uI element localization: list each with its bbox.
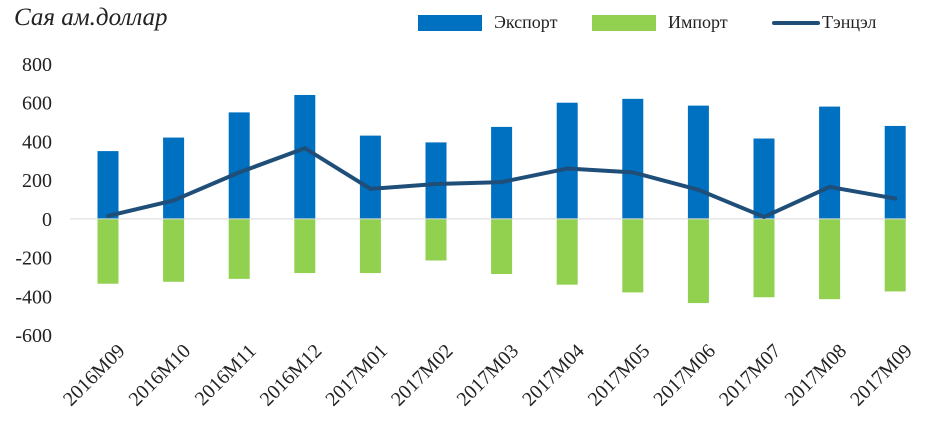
- x-tick-label: 2017M09: [846, 340, 917, 411]
- legend-item-export: Экспорт: [418, 12, 557, 33]
- import-bar: [622, 218, 644, 293]
- export-bar: [97, 151, 119, 219]
- export-bar: [294, 94, 316, 219]
- legend-item-balance: Тэнцэл: [772, 12, 876, 33]
- legend-import-label: Импорт: [668, 12, 728, 32]
- y-tick-label: 800: [22, 54, 52, 76]
- x-tick-label: 2016M11: [191, 340, 261, 410]
- import-bar: [97, 218, 119, 284]
- x-tick-label: 2016M10: [125, 340, 196, 411]
- balance-point: [893, 196, 898, 201]
- x-tick-label: 2017M01: [321, 340, 392, 411]
- balance-point: [499, 180, 504, 185]
- import-bar: [425, 218, 447, 261]
- export-bar: [425, 142, 447, 219]
- x-tick-label: 2016M09: [59, 340, 130, 411]
- balance-point: [368, 186, 373, 191]
- export-bar: [622, 98, 644, 219]
- balance-point: [302, 146, 307, 151]
- export-bar: [556, 102, 578, 219]
- import-bar: [556, 218, 578, 285]
- unit-label: Сая ам.доллар: [14, 4, 168, 31]
- import-bar: [294, 218, 316, 274]
- x-tick-label: 2017M06: [649, 340, 720, 411]
- x-tick-label: 2017M07: [715, 340, 786, 411]
- legend-balance-line: [772, 20, 820, 25]
- legend-item-import: Импорт: [592, 12, 728, 33]
- balance-point: [630, 170, 635, 175]
- x-tick-label: 2017M04: [518, 340, 589, 411]
- balance-point: [762, 214, 766, 219]
- legend-export-label: Экспорт: [494, 12, 558, 32]
- export-bar: [687, 105, 709, 219]
- import-bar: [687, 218, 709, 304]
- legend-import-swatch: [592, 14, 656, 31]
- export-bar: [359, 135, 381, 219]
- balance-point: [171, 198, 176, 203]
- legend-balance-label: Тэнцэл: [822, 12, 877, 32]
- x-tick-label: 2016M12: [256, 340, 327, 411]
- export-bar: [819, 106, 841, 219]
- import-bar: [228, 218, 250, 279]
- import-bar: [753, 218, 775, 298]
- export-bar: [884, 125, 906, 219]
- export-bar: [491, 126, 513, 219]
- balance-point: [696, 187, 701, 192]
- balance-point: [434, 182, 438, 187]
- export-bar: [753, 138, 775, 219]
- import-bar: [819, 218, 841, 300]
- balance-point: [237, 170, 242, 175]
- x-tick-label: 2017M03: [453, 340, 524, 411]
- export-bar: [228, 112, 250, 219]
- y-tick-label: 0: [42, 209, 52, 231]
- y-tick-label: -400: [15, 286, 52, 308]
- x-tick-label: 2017M08: [781, 340, 852, 411]
- import-bar: [491, 218, 513, 275]
- y-tick-label: 200: [22, 170, 52, 192]
- balance-point: [565, 166, 570, 171]
- balance-point: [827, 184, 832, 189]
- import-bar: [884, 218, 906, 292]
- balance-line: [106, 146, 898, 219]
- import-bar: [359, 218, 381, 274]
- y-tick-label: 400: [22, 131, 52, 153]
- x-tick-label: 2017M02: [387, 340, 458, 411]
- x-tick-label: 2017M05: [584, 340, 655, 411]
- y-tick-label: 600: [22, 93, 52, 115]
- import-bar: [163, 218, 185, 282]
- balance-point: [106, 213, 110, 218]
- export-bar: [163, 137, 185, 219]
- y-tick-label: -200: [15, 248, 52, 270]
- legend-export-swatch: [418, 14, 482, 31]
- y-tick-label: -600: [15, 325, 52, 347]
